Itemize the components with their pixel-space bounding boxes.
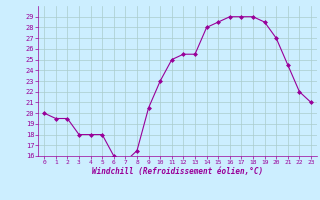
X-axis label: Windchill (Refroidissement éolien,°C): Windchill (Refroidissement éolien,°C) xyxy=(92,167,263,176)
